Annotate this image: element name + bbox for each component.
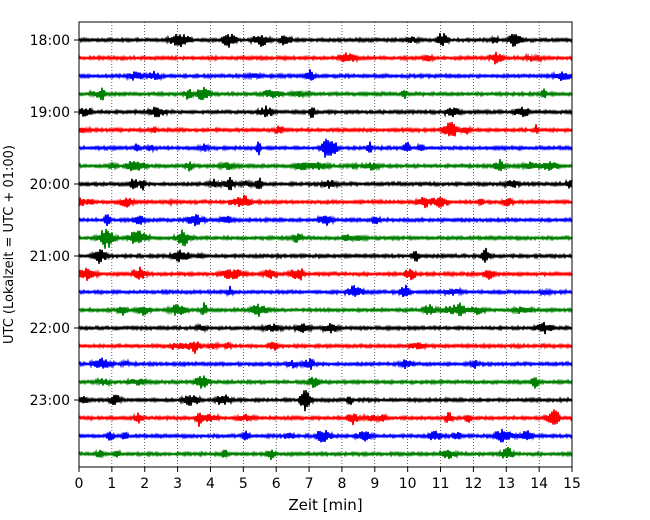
x-tick-label: 3 — [173, 476, 182, 492]
trace-2200 — [78, 321, 573, 335]
trace-2315 — [78, 409, 573, 427]
trace-2100 — [78, 247, 573, 264]
trace-1800 — [78, 33, 573, 48]
trace-rows — [78, 33, 573, 461]
x-tick-label: 13 — [497, 476, 515, 492]
trace-2030 — [78, 214, 573, 227]
trace-1915 — [78, 121, 573, 137]
x-tick-label: 6 — [272, 476, 281, 492]
x-tick-label: 11 — [432, 476, 450, 492]
x-axis-label: Zeit [min] — [288, 496, 362, 514]
trace-2015 — [78, 194, 573, 209]
y-tick-label: 18:00 — [30, 33, 70, 49]
trace-2345 — [78, 446, 573, 461]
x-tick-label: 12 — [464, 476, 482, 492]
trace-1845 — [78, 86, 573, 101]
y-axis-ticks: 18:00 19:00 20:00 21:00 22:00 23:00 — [30, 33, 79, 409]
trace-1815 — [78, 51, 573, 65]
y-tick-label: 22:00 — [30, 321, 70, 337]
grid-lines — [111, 22, 540, 467]
trace-1830 — [78, 69, 573, 82]
x-tick-label: 8 — [337, 476, 346, 492]
x-tick-label: 5 — [239, 476, 248, 492]
x-tick-label: 9 — [370, 476, 379, 492]
x-axis-ticks: 0 1 2 3 4 5 6 7 8 9 10 11 12 13 14 15 — [75, 467, 581, 492]
trace-2300 — [78, 390, 573, 412]
trace-2330 — [78, 428, 573, 443]
x-tick-label: 0 — [75, 476, 84, 492]
y-tick-label: 21:00 — [30, 249, 70, 265]
x-tick-label: 10 — [399, 476, 417, 492]
y-axis-label: UTC (Lokalzeit = UTC + 01:00) — [2, 145, 17, 344]
trace-1930 — [78, 138, 573, 158]
y-tick-label: 23:00 — [30, 393, 70, 409]
x-tick-label: 15 — [563, 476, 581, 492]
y-tick-label: 19:00 — [30, 105, 70, 121]
x-tick-label: 7 — [305, 476, 314, 492]
x-tick-label: 2 — [140, 476, 149, 492]
trace-2145 — [78, 302, 573, 317]
x-tick-label: 4 — [206, 476, 215, 492]
trace-1945 — [78, 158, 573, 172]
trace-1900 — [78, 105, 573, 119]
y-tick-label: 20:00 — [30, 177, 70, 193]
trace-2230 — [78, 357, 573, 370]
trace-2130 — [78, 284, 573, 298]
trace-2245 — [78, 375, 573, 389]
trace-2000 — [78, 176, 573, 191]
plot-frame — [78, 21, 573, 468]
trace-2115 — [78, 266, 573, 281]
x-tick-label: 14 — [530, 476, 548, 492]
trace-2045 — [78, 228, 573, 249]
x-tick-label: 1 — [107, 476, 116, 492]
trace-2215 — [78, 340, 573, 354]
